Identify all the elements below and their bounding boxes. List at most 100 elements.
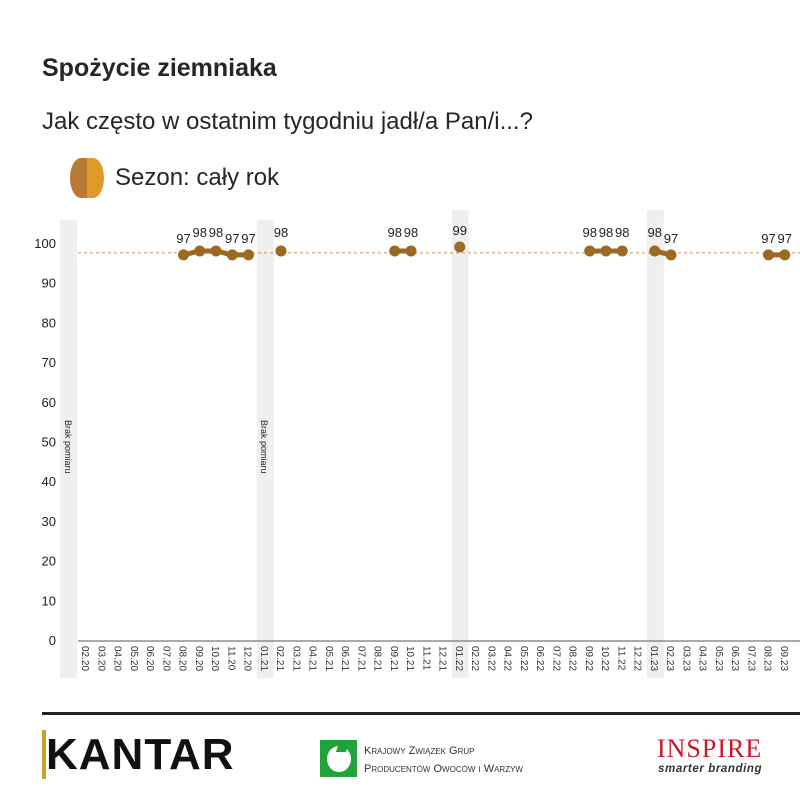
chart-title: Spożycie ziemniaka [42,54,277,82]
chart-question: Jak często w ostatnim tygodniu jadł/a Pa… [42,108,533,135]
data-label: 98 [615,225,629,240]
data-label: 98 [388,225,402,240]
data-point [405,245,417,257]
data-label: 98 [209,225,223,240]
x-tick-label: 08.20 [177,646,188,671]
y-tick-label: 100 [34,236,56,251]
x-tick-label: 05.22 [518,646,529,671]
data-point [616,245,628,257]
x-tick-label: 06.22 [534,646,545,671]
data-label: 98 [274,225,288,240]
y-tick-label: 80 [42,315,56,330]
legend-label: Sezon: cały rok [115,164,280,191]
data-label: 98 [193,225,207,240]
y-tick-label: 90 [42,276,56,291]
y-tick-label: 30 [42,514,56,529]
data-label: 98 [648,225,662,240]
x-tick-label: 08.21 [372,646,383,671]
data-point [210,245,222,257]
x-tick-label: 05.21 [323,646,334,671]
y-tick-label: 20 [42,554,56,569]
x-tick-label: 10.22 [599,646,610,671]
data-point [194,245,206,257]
data-point [454,241,466,253]
x-tick-label: 05.23 [713,646,724,671]
x-tick-label: 06.20 [144,646,155,671]
data-label: 99 [453,223,467,238]
x-tick-label: 11.20 [225,646,236,671]
kantar-logo: KANTAR [42,730,235,779]
y-tick-label: 40 [42,474,56,489]
x-tick-label: 05.20 [128,646,139,671]
x-tick-label: 04.20 [112,646,123,671]
x-tick-label: 09.22 [583,646,594,671]
y-tick-label: 0 [49,633,56,648]
data-label: 98 [404,225,418,240]
x-tick-label: 02.20 [79,646,90,671]
inspire-logo: INSPIRE [657,734,763,763]
kzg-line-1: Krajowy Związek Grup [364,745,475,757]
x-tick-label: 09.21 [388,646,399,671]
x-tick-label: 06.21 [339,646,350,671]
x-tick-label: 12.21 [437,646,448,671]
line-chart: Brak pomiaru Brak pomiaru 0 10 20 30 40 50 60 70 8… [34,210,800,678]
x-tick-label: 12.20 [242,646,253,671]
data-label: 98 [583,225,597,240]
inspire-tagline: smarter branding [658,763,763,775]
x-tick-label: 01.21 [258,646,269,671]
data-point [779,249,791,261]
x-tick-label: 07.20 [160,646,171,671]
data-label: 97 [778,231,792,246]
x-tick-label: 08.23 [762,646,773,671]
data-point [763,249,774,261]
y-tick-label: 50 [42,435,56,450]
data-point [275,245,287,257]
data-label: 98 [599,225,613,240]
data-point [243,249,254,261]
data-label: 97 [176,231,190,246]
x-tick-label: 08.22 [567,646,578,671]
data-label: 97 [241,231,255,246]
no-data-band-01.20 [60,220,77,678]
x-tick-label: 03.22 [485,646,496,671]
kzg-line-2: Producentów Owoców i Warzyw [364,763,523,775]
x-tick-label: 06.23 [729,646,740,671]
x-tick-label: 09.20 [193,646,204,671]
x-tick-label: 02.22 [469,646,480,671]
x-tick-label: 01.22 [453,646,464,671]
band-01.21 [256,220,274,678]
y-tick-label: 10 [42,593,56,608]
data-point [649,245,661,257]
band-01.22 [451,210,469,678]
x-tick-label: 10.21 [404,646,415,671]
footer-divider [42,712,800,715]
data-point [389,245,401,257]
y-tick-label: 60 [42,395,56,410]
kzg-logo-text: Krajowy Związek Grup Producentów Owoców … [364,742,523,778]
x-tick-label: 07.22 [550,646,561,671]
x-tick-label: 10.20 [209,646,220,671]
x-tick-label: 11.21 [420,646,431,671]
x-tick-label: 03.21 [290,646,301,671]
legend: Sezon: cały rok [70,158,279,198]
x-tick-label: 03.23 [680,646,691,671]
kzg-logo-icon [320,740,357,777]
no-data-label: Brak pomiaru [259,420,269,474]
x-tick-label: 02.23 [664,646,675,671]
x-tick-label: 07.21 [355,646,366,671]
data-label: 97 [225,231,239,246]
data-point [226,249,238,261]
x-tick-label: 07.23 [745,646,756,671]
x-tick-label: 12.22 [632,646,643,671]
x-tick-label: 04.23 [697,646,708,671]
x-tick-label: 09.23 [778,646,789,671]
x-tick-label: 04.21 [307,646,318,671]
data-point [600,245,612,257]
x-tick-label: 04.22 [502,646,513,671]
y-tick-label: 70 [42,355,56,370]
data-label: 97 [761,231,775,246]
x-tick-label: 03.20 [95,646,106,671]
x-tick-label: 02.21 [274,646,285,671]
legend-potato-icon [70,158,104,198]
x-tick-label: 11.22 [615,646,626,671]
